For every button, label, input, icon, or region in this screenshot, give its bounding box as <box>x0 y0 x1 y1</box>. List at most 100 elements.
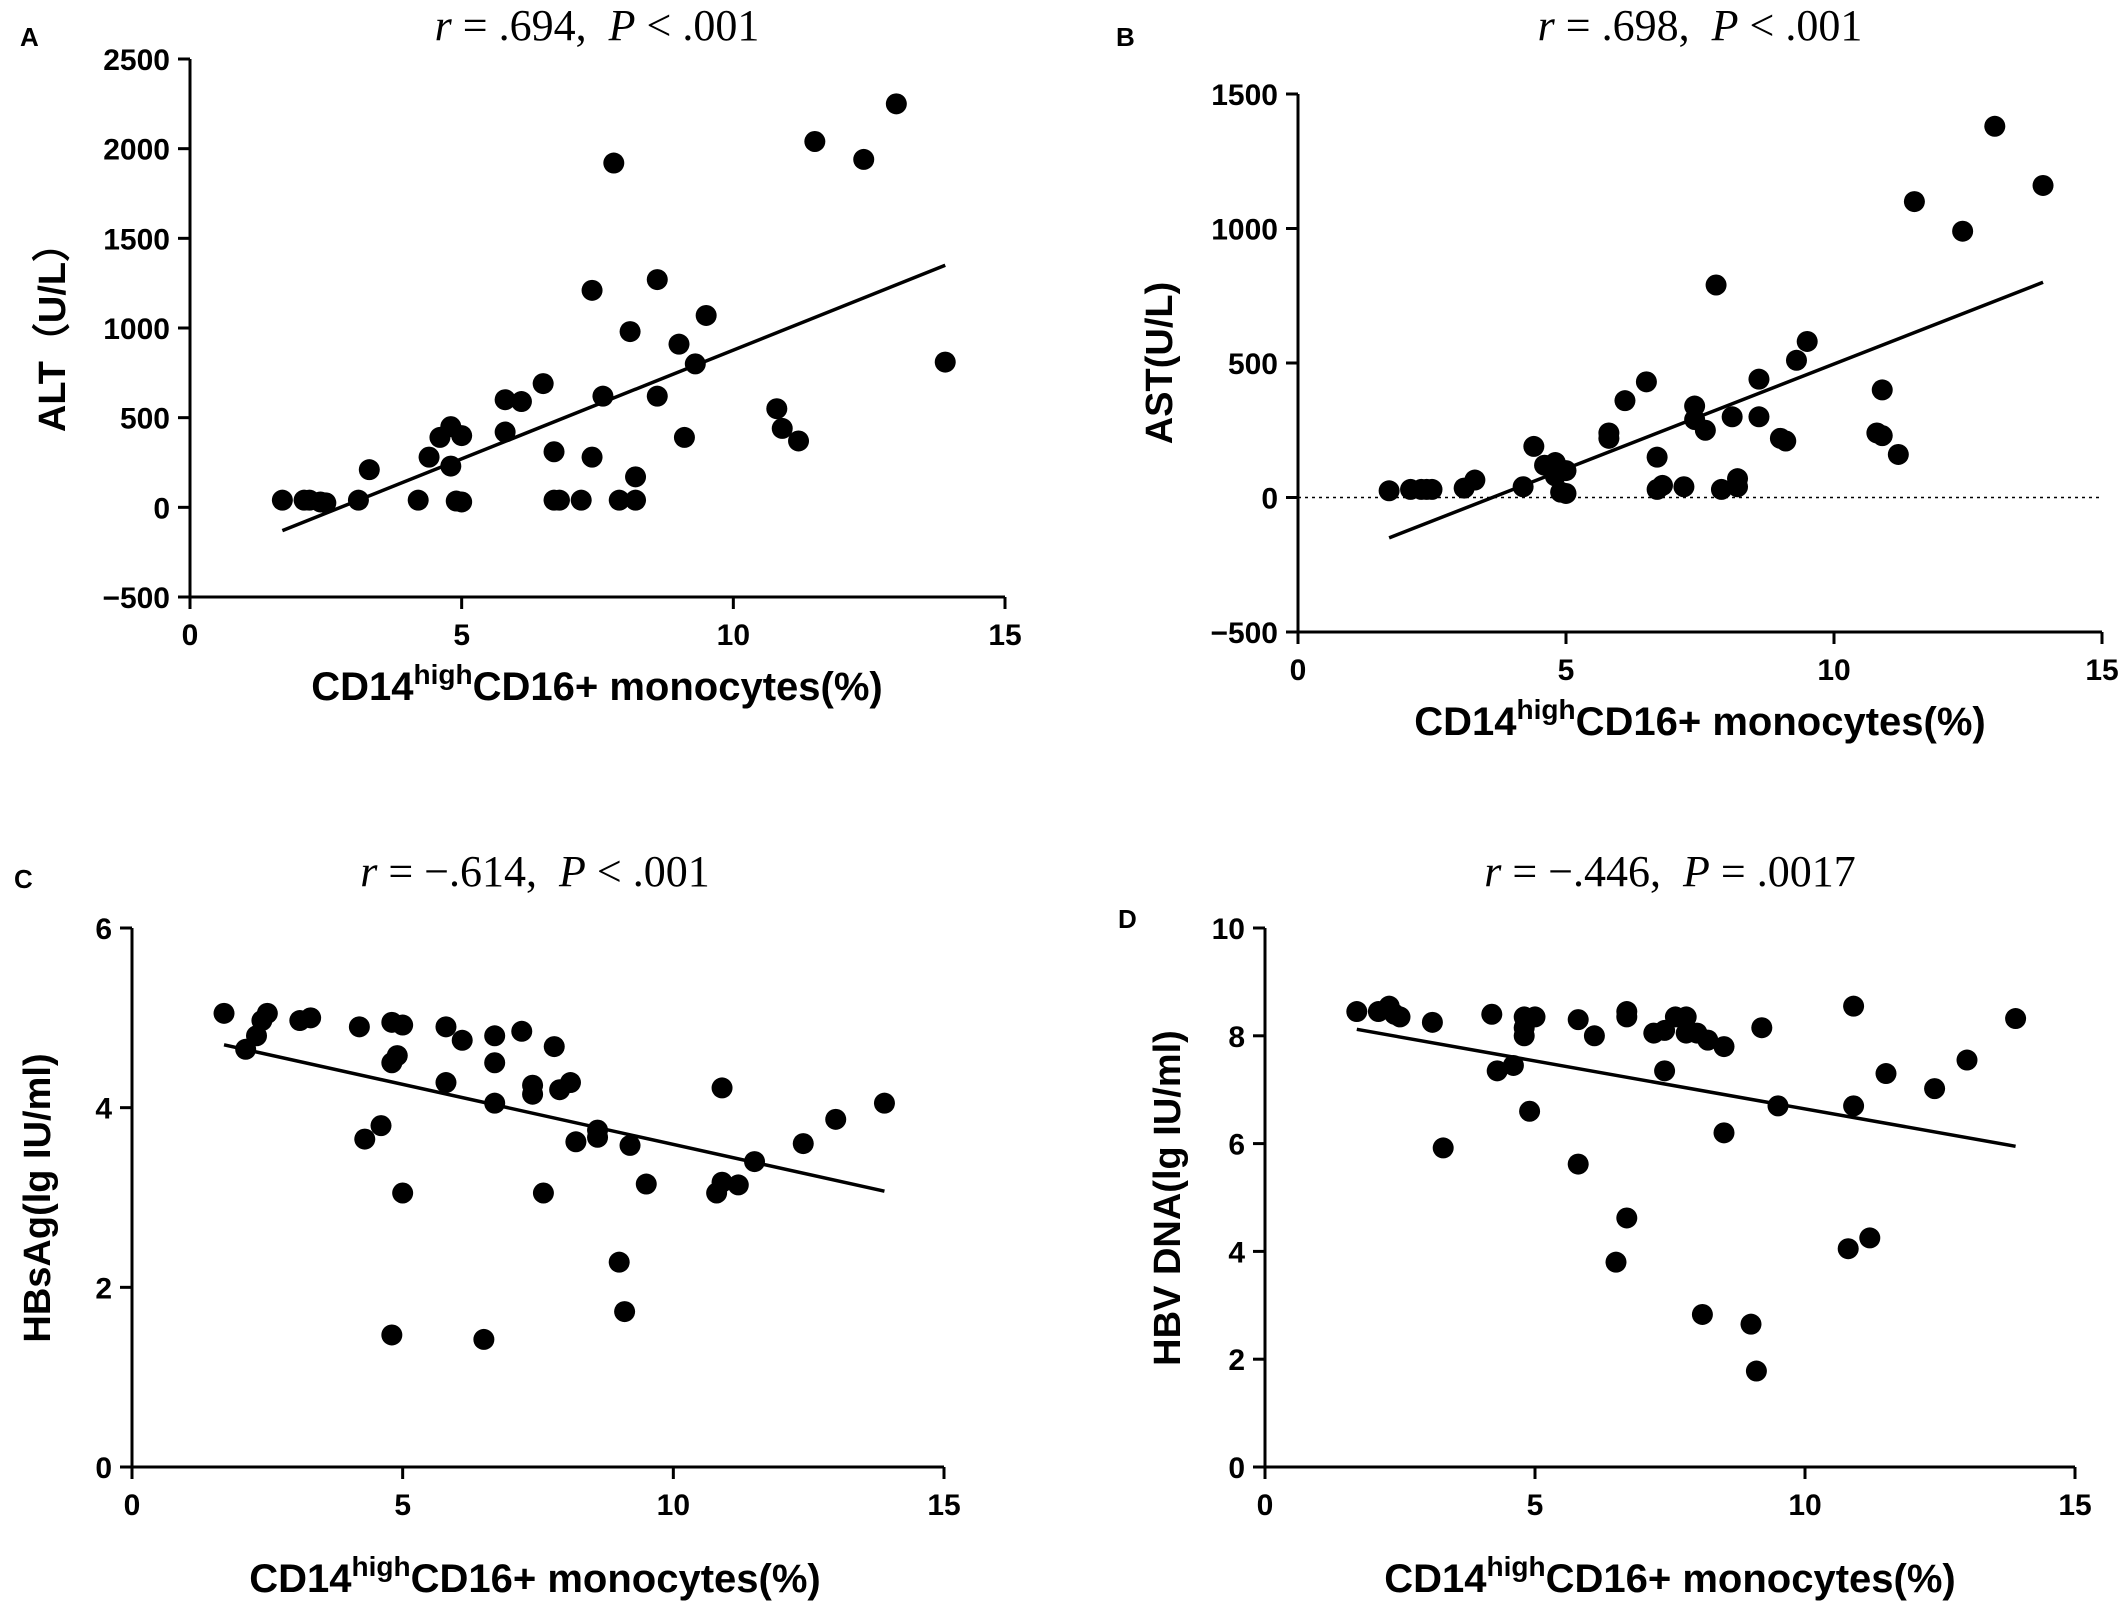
data-point <box>766 398 788 420</box>
data-point <box>315 492 337 514</box>
data-point <box>1421 1011 1443 1033</box>
data-point <box>451 491 473 513</box>
data-point <box>771 417 793 439</box>
x-tick-label: 0 <box>124 1489 141 1522</box>
panel-letter: B <box>1116 22 1135 52</box>
x-axis-title-main: CD14 <box>1384 1557 1487 1601</box>
data-point <box>1616 1006 1638 1028</box>
data-point <box>1721 406 1743 428</box>
data-point <box>1464 469 1486 491</box>
data-point <box>614 1301 636 1323</box>
data-point <box>354 1128 376 1150</box>
panel-letter: A <box>20 22 39 52</box>
y-axis-title: ALT（U/L） <box>32 224 74 432</box>
data-point <box>271 489 293 511</box>
data-point <box>1767 1095 1789 1117</box>
y-tick-label: 10 <box>1212 913 1245 946</box>
x-tick-label: 5 <box>394 1489 411 1522</box>
data-point <box>1748 368 1770 390</box>
data-point <box>1378 480 1400 502</box>
x-axis-title-rest: CD16+ monocytes(%) <box>1546 1557 1956 1601</box>
data-point <box>1567 1009 1589 1031</box>
x-axis-title-superscript: high <box>414 659 473 690</box>
data-point <box>1673 476 1695 498</box>
data-point <box>1710 478 1732 500</box>
y-tick-label: −500 <box>1210 617 1278 650</box>
y-tick-label: 8 <box>1228 1021 1245 1054</box>
stat-r-value: = −.446, <box>1501 847 1661 896</box>
stat-r-label: r <box>1538 1 1556 50</box>
data-point <box>532 1182 554 1204</box>
data-point <box>1651 474 1673 496</box>
data-point <box>1583 1025 1605 1047</box>
correlation-stat: r = .694, P < .001 <box>435 1 760 50</box>
data-point <box>711 1077 733 1099</box>
y-tick-label: 2 <box>95 1272 112 1305</box>
data-point <box>256 1002 278 1024</box>
x-tick-label: 5 <box>453 619 470 652</box>
data-point <box>1524 1006 1546 1028</box>
stat-p-label: P <box>608 1 636 50</box>
data-point <box>1887 443 1909 465</box>
data-point <box>1748 406 1770 428</box>
x-axis-title-main: CD14 <box>311 665 414 709</box>
y-axis-title: HBV DNA(lg IU/ml) <box>1147 1030 1189 1366</box>
data-point <box>386 1045 408 1067</box>
data-point <box>684 353 706 375</box>
data-point <box>635 1173 657 1195</box>
data-point <box>1713 1122 1735 1144</box>
y-tick-label: 2 <box>1228 1344 1245 1377</box>
x-axis-title-superscript: high <box>352 1551 411 1582</box>
y-axis-title: HBsAg(lg IU/ml) <box>17 1053 59 1342</box>
data-point <box>348 1016 370 1038</box>
stat-p-value: < .001 <box>636 1 760 50</box>
data-point <box>407 489 429 511</box>
data-point <box>358 459 380 481</box>
data-point <box>825 1108 847 1130</box>
data-point <box>451 1029 473 1051</box>
data-point <box>625 489 647 511</box>
data-point <box>581 279 603 301</box>
data-point <box>1903 191 1925 213</box>
x-tick-label: 0 <box>182 619 199 652</box>
data-point <box>934 351 956 373</box>
data-point <box>1481 1003 1503 1025</box>
data-point <box>435 1016 457 1038</box>
data-point <box>1984 115 2006 137</box>
y-tick-label: 1500 <box>1211 79 1278 112</box>
data-point <box>543 441 565 463</box>
x-tick-label: 15 <box>927 1489 960 1522</box>
x-tick-label: 15 <box>988 619 1021 652</box>
data-point <box>2032 174 2054 196</box>
regression-line <box>223 1043 885 1193</box>
y-tick-label: 0 <box>153 492 170 525</box>
data-point <box>1740 1313 1762 1335</box>
data-point <box>1635 371 1657 393</box>
data-point <box>1675 1006 1697 1028</box>
data-point <box>1694 419 1716 441</box>
data-point <box>727 1174 749 1196</box>
y-axis-title: AST(U/L) <box>1139 282 1181 445</box>
panel-letter: C <box>14 864 33 894</box>
x-axis-title-rest: CD16+ monocytes(%) <box>411 1557 821 1601</box>
data-point <box>532 373 554 395</box>
data-point <box>1646 446 1668 468</box>
data-point <box>1614 390 1636 412</box>
data-point <box>1875 1063 1897 1085</box>
data-point <box>1513 1025 1535 1047</box>
data-point <box>1389 1006 1411 1028</box>
data-point <box>1843 1095 1865 1117</box>
data-point <box>646 269 668 291</box>
panel-letter: D <box>1118 904 1137 934</box>
data-point <box>608 489 630 511</box>
x-axis-title: CD14highCD16+ monocytes(%) <box>1414 694 1985 744</box>
correlation-stat: r = −.446, P = .0017 <box>1484 847 1855 896</box>
x-tick-label: 10 <box>657 1489 690 1522</box>
y-tick-label: 6 <box>95 913 112 946</box>
data-point <box>392 1014 414 1036</box>
stat-r-label: r <box>360 847 378 896</box>
data-point <box>1924 1078 1946 1100</box>
data-point <box>1346 1001 1368 1023</box>
y-tick-label: 6 <box>1228 1129 1245 1162</box>
